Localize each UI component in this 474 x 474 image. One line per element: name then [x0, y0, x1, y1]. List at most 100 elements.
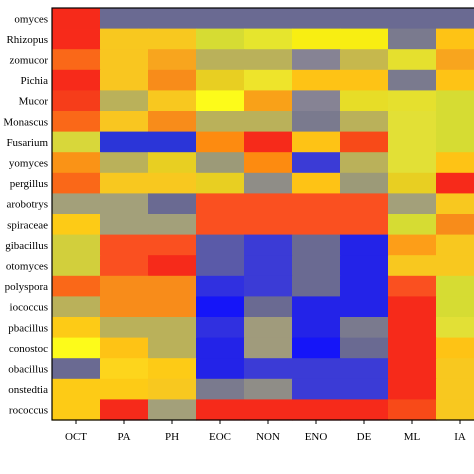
heatmap-cell: [436, 214, 474, 236]
heatmap-cell: [388, 296, 437, 318]
column-label: DE: [357, 431, 372, 443]
heatmap-cell: [100, 317, 149, 339]
heatmap-cell: [52, 234, 101, 256]
column-label: OCT: [65, 431, 87, 443]
heatmap-cell: [388, 131, 437, 153]
heatmap-cell: [100, 296, 149, 318]
column-label: PA: [117, 431, 130, 443]
heatmap-cell: [340, 131, 389, 153]
heatmap-cell: [292, 131, 341, 153]
heatmap-cell: [148, 8, 197, 30]
heatmap-cell: [148, 399, 197, 421]
heatmap-cell: [388, 358, 437, 380]
heatmap-cell: [292, 214, 341, 236]
heatmap-cell: [244, 8, 293, 30]
heatmap-cell: [100, 255, 149, 277]
row-label: Fusarium: [6, 137, 48, 149]
heatmap-cell: [244, 337, 293, 359]
heatmap-cell: [100, 131, 149, 153]
column-label: ML: [404, 431, 421, 443]
heatmap-cell: [244, 111, 293, 133]
heatmap-cell: [436, 131, 474, 153]
heatmap-cell: [100, 358, 149, 380]
heatmap-cell: [244, 193, 293, 215]
heatmap-cell: [100, 378, 149, 400]
column-labels: OCT PA PH EOC NON ENO DE ML IA: [65, 420, 466, 443]
heatmap-cell: [244, 234, 293, 256]
heatmap-cell: [340, 378, 389, 400]
heatmap-cell: [148, 378, 197, 400]
heatmap-cell: [52, 358, 101, 380]
heatmap-cell: [388, 255, 437, 277]
heatmap-cell: [292, 90, 341, 112]
heatmap-cell: [196, 234, 245, 256]
row-label: spiraceae: [7, 219, 48, 231]
heatmap-cell: [52, 131, 101, 153]
heatmap-cell: [100, 28, 149, 50]
heatmap-cell: [196, 111, 245, 133]
heatmap-cell: [340, 317, 389, 339]
heatmap-cell: [388, 111, 437, 133]
heatmap-cell: [388, 317, 437, 339]
heatmap-cell: [52, 172, 101, 194]
heatmap-cell: [436, 193, 474, 215]
heatmap-cell: [436, 358, 474, 380]
plot-frame: [51, 7, 474, 421]
row-label: Rhizopus: [6, 34, 48, 46]
heatmap-cell: [196, 49, 245, 71]
heatmap-cell: [436, 111, 474, 133]
heatmap-cell: [52, 378, 101, 400]
heatmap-cell: [340, 337, 389, 359]
heatmap-cell: [244, 399, 293, 421]
heatmap-cells: [52, 8, 474, 421]
row-label: gibacillus: [5, 240, 48, 252]
heatmap-cell: [244, 172, 293, 194]
heatmap-cell: [436, 275, 474, 297]
heatmap-cell: [148, 152, 197, 174]
heatmap-cell: [340, 90, 389, 112]
heatmap-cell: [196, 275, 245, 297]
heatmap-cell: [148, 111, 197, 133]
heatmap-cell: [196, 28, 245, 50]
heatmap-cell: [100, 49, 149, 71]
heatmap-cell: [292, 111, 341, 133]
row-label: pbacillus: [8, 322, 48, 334]
heatmap-cell: [148, 358, 197, 380]
heatmap-cell: [340, 152, 389, 174]
heatmap-cell: [52, 28, 101, 50]
heatmap-cell: [196, 152, 245, 174]
heatmap-cell: [388, 399, 437, 421]
heatmap-cell: [52, 8, 101, 30]
heatmap-cell: [196, 255, 245, 277]
row-label: conostoc: [9, 343, 48, 355]
row-label: zomucor: [10, 55, 49, 67]
heatmap-cell: [340, 234, 389, 256]
heatmap-cell: [148, 214, 197, 236]
heatmap-cell: [292, 399, 341, 421]
heatmap-cell: [100, 8, 149, 30]
heatmap-cell: [196, 358, 245, 380]
row-labels: omyces Rhizopus zomucor Pichia Mucor Monascus…: [3, 13, 48, 416]
heatmap-cell: [436, 296, 474, 318]
heatmap-cell: [340, 49, 389, 71]
heatmap-cell: [388, 69, 437, 91]
heatmap-cell: [340, 8, 389, 30]
heatmap-cell: [292, 255, 341, 277]
heatmap-cell: [100, 275, 149, 297]
heatmap-cell: [436, 234, 474, 256]
row-label: omyces: [14, 13, 48, 25]
row-label: yomyces: [9, 158, 48, 170]
heatmap-cell: [388, 234, 437, 256]
row-label: pergillus: [10, 178, 48, 190]
heatmap-cell: [100, 152, 149, 174]
heatmap-cell: [292, 337, 341, 359]
heatmap-cell: [436, 337, 474, 359]
heatmap-cell: [196, 214, 245, 236]
heatmap-cell: [244, 152, 293, 174]
heatmap-cell: [292, 193, 341, 215]
heatmap-cell: [52, 317, 101, 339]
heatmap-cell: [340, 214, 389, 236]
heatmap-cell: [148, 337, 197, 359]
heatmap-cell: [52, 399, 101, 421]
heatmap-cell: [148, 317, 197, 339]
